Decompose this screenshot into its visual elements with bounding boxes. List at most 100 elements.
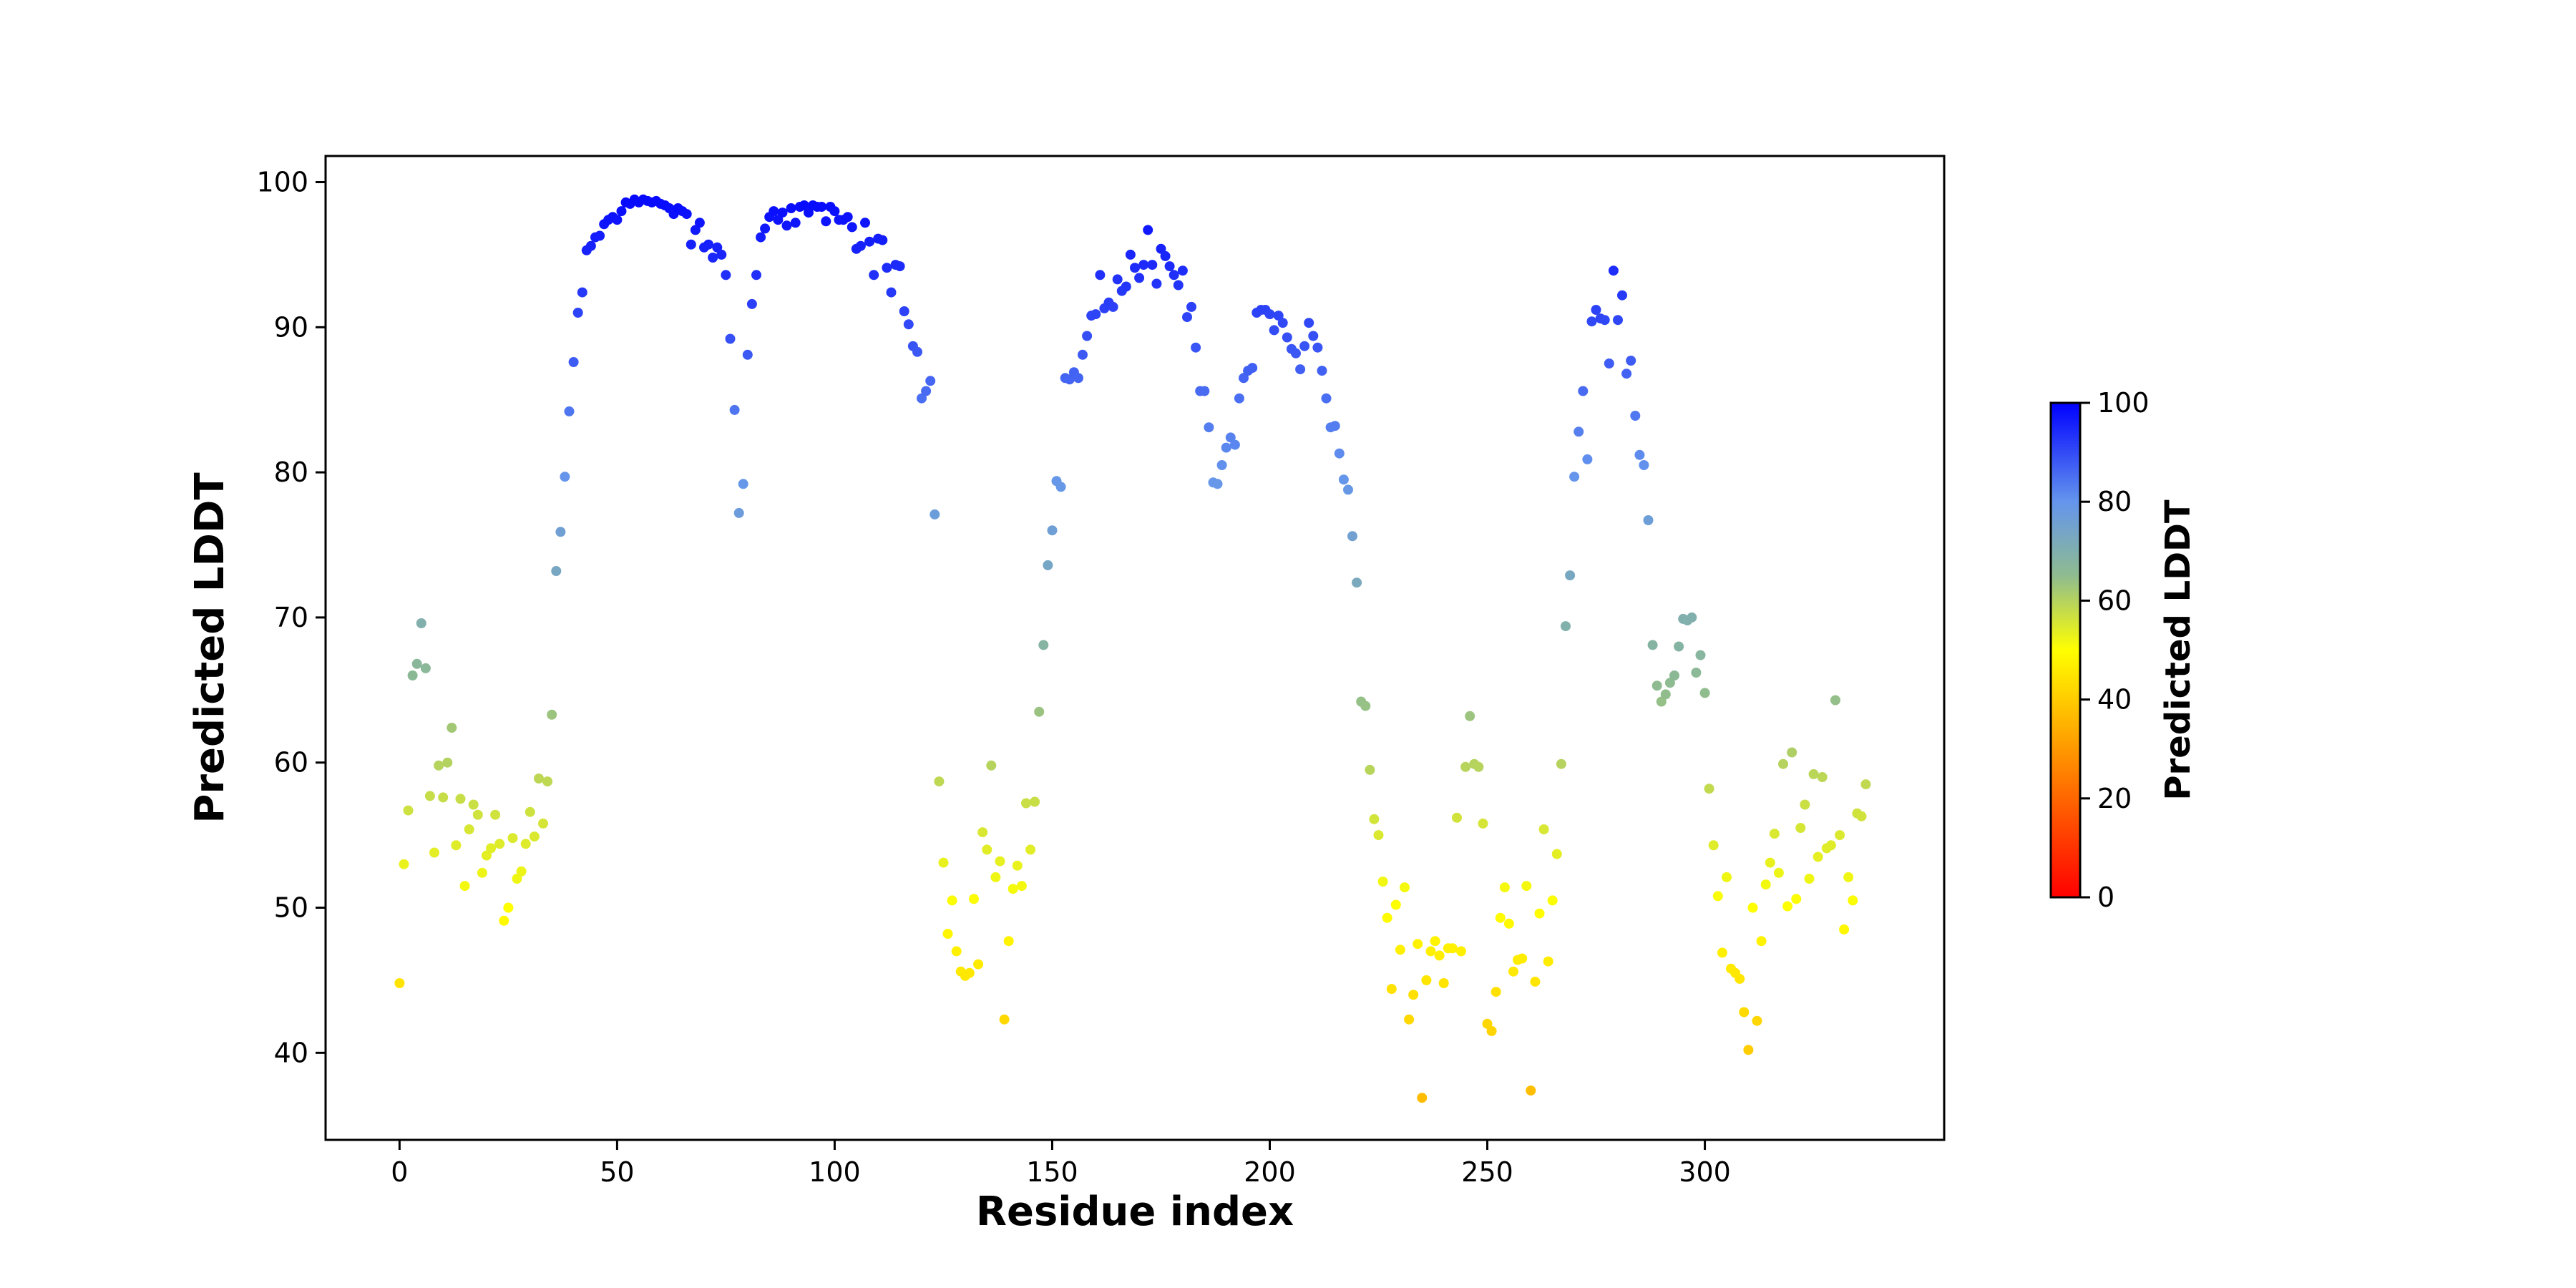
data-point bbox=[1078, 349, 1088, 360]
data-point bbox=[921, 386, 932, 396]
data-point bbox=[1212, 479, 1223, 489]
data-point bbox=[411, 658, 422, 669]
data-point bbox=[1561, 621, 1571, 632]
data-point bbox=[1264, 309, 1275, 320]
data-point bbox=[1752, 1015, 1762, 1026]
data-point bbox=[773, 215, 784, 225]
data-point bbox=[1795, 823, 1806, 833]
data-point bbox=[1095, 270, 1106, 280]
data-point bbox=[1817, 772, 1828, 782]
data-point bbox=[1452, 812, 1462, 823]
data-point bbox=[1143, 225, 1153, 235]
data-point bbox=[568, 357, 579, 367]
data-point bbox=[1521, 881, 1532, 892]
data-point bbox=[1708, 840, 1719, 851]
data-point bbox=[1830, 695, 1840, 706]
data-point bbox=[894, 261, 905, 272]
data-point bbox=[1599, 315, 1610, 326]
data-point bbox=[1669, 670, 1679, 680]
data-point bbox=[525, 806, 535, 817]
data-point bbox=[934, 776, 945, 787]
data-point bbox=[1743, 1045, 1754, 1055]
colorbar-tick-label: 40 bbox=[2097, 684, 2132, 716]
data-point bbox=[869, 270, 879, 280]
data-point bbox=[1569, 472, 1580, 482]
data-point bbox=[999, 1014, 1010, 1025]
data-point bbox=[1417, 1093, 1428, 1103]
colorbar-tick-label: 80 bbox=[2097, 486, 2132, 517]
data-point bbox=[1747, 902, 1758, 913]
x-tick-label: 250 bbox=[1461, 1156, 1513, 1188]
data-point bbox=[855, 240, 866, 251]
data-point bbox=[394, 978, 405, 988]
data-point bbox=[1012, 860, 1023, 871]
data-point bbox=[1756, 936, 1767, 947]
data-point bbox=[982, 844, 992, 855]
data-point bbox=[1390, 899, 1401, 910]
data-point bbox=[1425, 946, 1436, 957]
data-point bbox=[847, 222, 857, 233]
data-point bbox=[1704, 784, 1714, 794]
x-tick-label: 0 bbox=[391, 1156, 408, 1188]
data-point bbox=[585, 240, 596, 251]
data-point bbox=[1386, 984, 1397, 995]
data-point bbox=[1778, 758, 1788, 769]
data-point bbox=[1151, 278, 1162, 289]
data-point bbox=[1038, 640, 1049, 650]
data-point bbox=[1430, 936, 1440, 947]
data-point bbox=[686, 239, 696, 250]
data-point bbox=[725, 333, 736, 344]
data-point bbox=[1460, 761, 1471, 772]
data-point bbox=[1860, 779, 1871, 790]
data-point bbox=[1125, 249, 1136, 260]
data-point bbox=[1421, 975, 1432, 985]
data-point bbox=[1765, 857, 1775, 868]
data-point bbox=[1760, 879, 1771, 890]
data-point bbox=[1582, 454, 1593, 464]
data-point bbox=[542, 776, 553, 787]
data-point bbox=[995, 856, 1005, 867]
data-point bbox=[1164, 261, 1175, 272]
data-point bbox=[482, 850, 492, 861]
data-point bbox=[1282, 332, 1292, 343]
y-axis-ticks: 40 50 60 70 80 90 100 bbox=[256, 167, 326, 1068]
data-point bbox=[925, 376, 936, 386]
data-point bbox=[572, 308, 583, 318]
data-point bbox=[416, 618, 426, 628]
data-point bbox=[721, 270, 731, 280]
data-point bbox=[1491, 987, 1501, 997]
x-tick-label: 100 bbox=[809, 1156, 861, 1188]
data-point bbox=[917, 393, 927, 404]
data-point bbox=[1495, 912, 1506, 923]
x-tick-label: 150 bbox=[1026, 1156, 1078, 1188]
data-point bbox=[1064, 374, 1075, 385]
data-point bbox=[1551, 849, 1562, 859]
data-point bbox=[990, 872, 1001, 882]
data-point bbox=[1687, 612, 1697, 623]
data-point bbox=[1312, 342, 1323, 353]
colorbar-tick-label: 0 bbox=[2097, 882, 2114, 913]
data-point bbox=[1517, 953, 1528, 964]
data-point bbox=[973, 959, 984, 970]
data-point bbox=[1130, 263, 1140, 273]
data-point bbox=[1360, 701, 1371, 711]
data-point bbox=[1626, 356, 1636, 366]
data-point bbox=[1321, 393, 1332, 404]
data-point bbox=[1508, 966, 1518, 977]
data-point bbox=[516, 866, 527, 877]
data-point bbox=[1664, 678, 1675, 688]
data-point bbox=[1047, 525, 1058, 536]
data-point bbox=[790, 218, 801, 228]
data-point bbox=[1804, 874, 1815, 884]
data-point bbox=[1147, 260, 1158, 270]
data-point bbox=[447, 723, 457, 733]
data-point bbox=[1438, 978, 1449, 988]
data-point bbox=[407, 670, 418, 680]
data-point bbox=[459, 881, 470, 892]
data-point bbox=[1538, 824, 1549, 834]
data-point bbox=[538, 818, 548, 829]
data-point bbox=[1647, 640, 1658, 650]
data-point bbox=[551, 566, 562, 576]
data-point bbox=[1825, 840, 1836, 851]
data-point bbox=[595, 230, 605, 241]
